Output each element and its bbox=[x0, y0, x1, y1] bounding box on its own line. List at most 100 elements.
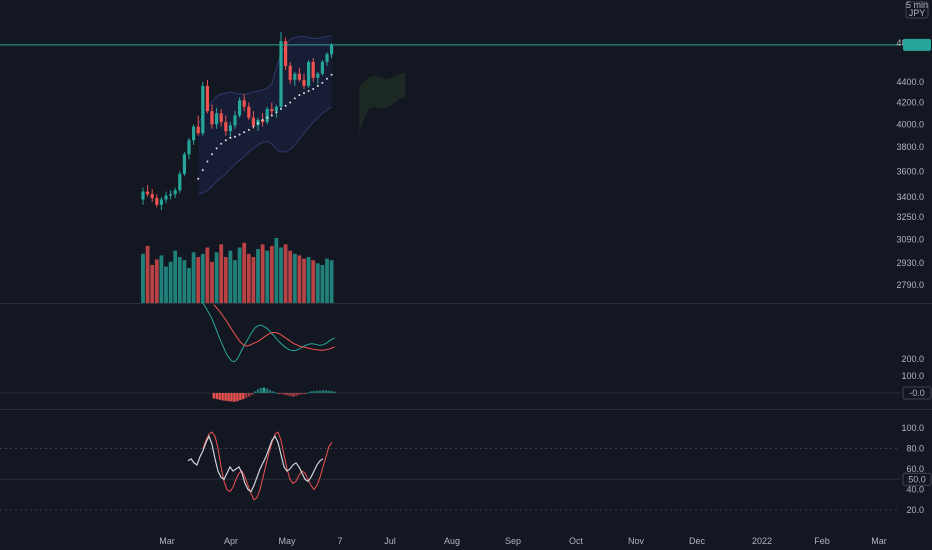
macd-histogram-bar bbox=[309, 391, 313, 393]
macd-histogram-bar bbox=[318, 390, 322, 393]
candle-body bbox=[325, 54, 329, 62]
candle-body bbox=[233, 115, 237, 126]
volume-bar bbox=[210, 261, 214, 303]
price-tick-label: 3250.0 bbox=[896, 212, 924, 222]
price-tick-label: 4400.0 bbox=[896, 77, 924, 87]
sar-dot bbox=[197, 177, 200, 180]
macd-histogram-bar bbox=[218, 393, 221, 400]
stoch-level-badge: 50.0 bbox=[902, 472, 932, 486]
macd-pane[interactable] bbox=[0, 300, 900, 402]
volume-bar bbox=[311, 260, 316, 303]
band-upper-line bbox=[197, 35, 332, 125]
sar-dot bbox=[270, 114, 273, 117]
volume-bar bbox=[150, 264, 155, 303]
stoch-tick-label: 100.0 bbox=[901, 423, 924, 433]
macd-line bbox=[201, 300, 336, 363]
candlesticks bbox=[141, 31, 334, 211]
candle-body bbox=[164, 195, 168, 200]
volume-bar bbox=[256, 249, 260, 303]
macd-histogram-bar bbox=[327, 390, 331, 393]
candle-body bbox=[311, 61, 315, 78]
time-tick-label: Jul bbox=[384, 536, 396, 546]
macd-histogram-bar bbox=[274, 392, 277, 394]
price-scale[interactable]: 4800.04400.04200.04000.03800.03600.03400… bbox=[896, 38, 924, 515]
candle-body bbox=[169, 194, 173, 196]
volume-bar bbox=[219, 244, 224, 303]
sar-dot bbox=[266, 116, 269, 119]
time-tick-label: Nov bbox=[628, 536, 645, 546]
candle-body bbox=[224, 122, 228, 132]
candle-body bbox=[251, 117, 255, 126]
macd-histogram-bar bbox=[236, 393, 239, 402]
candle-body bbox=[155, 198, 159, 205]
volume-bar bbox=[279, 247, 283, 303]
macd-histogram-bar bbox=[283, 393, 286, 395]
candle-body bbox=[228, 125, 232, 132]
price-tick-label: 2930.0 bbox=[896, 258, 924, 268]
stoch-rsi-pane[interactable] bbox=[0, 431, 900, 511]
macd-histogram-bar bbox=[215, 393, 218, 400]
price-tick-label: 4200.0 bbox=[896, 98, 924, 108]
candle-body bbox=[192, 126, 196, 141]
candle-body bbox=[219, 113, 223, 123]
sar-dot bbox=[252, 125, 255, 128]
stoch-tick-label: 20.0 bbox=[906, 505, 924, 515]
volume-bar bbox=[246, 253, 251, 303]
macd-histogram-bar bbox=[233, 393, 236, 402]
price-tick-label: 2790.0 bbox=[896, 280, 924, 290]
candle-body bbox=[141, 191, 145, 200]
sar-dot bbox=[303, 92, 305, 95]
sar-dot bbox=[238, 133, 241, 136]
stoch-tick-label: 40.0 bbox=[906, 485, 924, 495]
volume-bar bbox=[200, 253, 205, 303]
macd-histogram-bar bbox=[330, 390, 333, 393]
volume-bar bbox=[283, 244, 288, 303]
volume-bar bbox=[205, 247, 210, 303]
currency-badge[interactable]: 5 min JPY bbox=[905, 0, 929, 19]
price-pane[interactable] bbox=[0, 31, 900, 303]
macd-histogram-bar bbox=[315, 390, 319, 393]
volume-bar bbox=[292, 253, 297, 303]
volume-bar bbox=[269, 245, 274, 303]
sar-dot bbox=[275, 111, 278, 114]
macd-histogram-bar bbox=[304, 393, 307, 394]
volume-bar bbox=[182, 260, 187, 303]
macd-histogram-bar bbox=[242, 393, 245, 400]
time-tick-label: Mar bbox=[871, 536, 887, 546]
volume-bar bbox=[306, 257, 311, 303]
candle-body bbox=[215, 113, 219, 125]
candle-body bbox=[265, 108, 269, 123]
macd-histogram-bar bbox=[333, 391, 336, 393]
macd-histogram-bar bbox=[224, 393, 227, 401]
candle-body bbox=[307, 61, 311, 86]
sar-dot bbox=[321, 81, 324, 84]
sar-dot bbox=[234, 135, 236, 138]
price-tick-label: 3600.0 bbox=[896, 166, 924, 176]
candle-body bbox=[320, 61, 324, 74]
macd-histogram-bar bbox=[277, 393, 280, 394]
macd-histogram-bar bbox=[221, 393, 224, 401]
macd-histogram-bar bbox=[271, 391, 274, 393]
ichimoku-cloud bbox=[359, 72, 406, 134]
macd-histogram-bar bbox=[295, 393, 298, 396]
volume-bar bbox=[168, 261, 173, 303]
time-tick-label: Aug bbox=[444, 536, 460, 546]
candle-body bbox=[196, 126, 200, 134]
candle-body bbox=[279, 41, 283, 107]
price-tick-label: 4000.0 bbox=[896, 119, 924, 129]
volume-bar bbox=[159, 255, 164, 303]
volume-bar bbox=[320, 264, 325, 303]
volume-bar bbox=[187, 268, 191, 303]
volume-bar bbox=[141, 253, 145, 303]
time-scale[interactable]: Mar Apr May 7 Jul Aug Sep Oct Nov Dec 2022 Feb Mar bbox=[159, 536, 887, 546]
sar-dot bbox=[316, 84, 319, 87]
candle-body bbox=[302, 79, 306, 86]
volume-bar bbox=[274, 238, 279, 303]
volume-bar bbox=[154, 259, 159, 303]
stoch-tick-label: 80.0 bbox=[906, 444, 924, 454]
sar-dot bbox=[229, 136, 232, 139]
volume-bar bbox=[237, 247, 242, 303]
candle-body bbox=[187, 140, 191, 155]
